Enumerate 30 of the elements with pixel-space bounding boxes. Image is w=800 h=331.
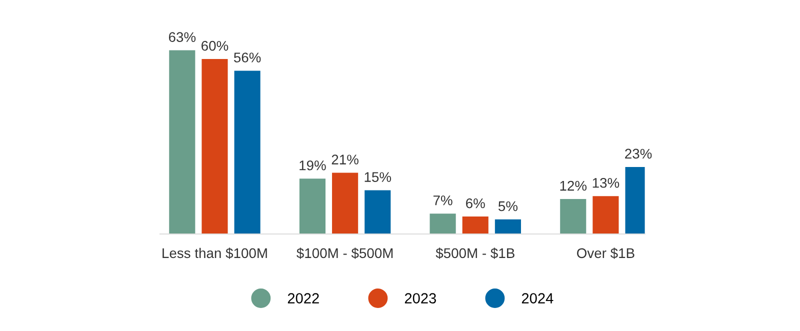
bar [299, 178, 326, 234]
legend-label: 2022 [288, 293, 319, 304]
legend-label: 2023 [404, 293, 436, 304]
bar [494, 219, 521, 234]
bar [364, 190, 391, 234]
data-label: 12% [560, 180, 587, 191]
data-label: 60% [202, 40, 228, 51]
data-label: 56% [234, 52, 261, 62]
data-label: 63% [168, 32, 196, 42]
x-tick-label: Over $1B [577, 248, 634, 259]
x-tick-label: $100M - $500M [296, 248, 393, 259]
data-label: 21% [332, 154, 358, 164]
bar [332, 172, 358, 234]
data-label: 7% [433, 196, 452, 206]
x-tick-label: $500M - $1B [436, 248, 514, 259]
data-label: 15% [364, 172, 392, 182]
bar [234, 70, 260, 234]
bar [560, 199, 586, 234]
data-label: 6% [466, 198, 485, 208]
bar [462, 216, 488, 234]
bar [202, 59, 228, 234]
data-label: 23% [625, 148, 652, 159]
data-label: 19% [300, 160, 326, 170]
legend-label: 2024 [522, 293, 554, 304]
bar [592, 196, 619, 234]
bar [430, 214, 456, 234]
x-tick-label: Less than $100M [162, 248, 267, 259]
data-label: 13% [592, 178, 620, 188]
data-label: 5% [498, 201, 518, 212]
bar [169, 50, 196, 234]
